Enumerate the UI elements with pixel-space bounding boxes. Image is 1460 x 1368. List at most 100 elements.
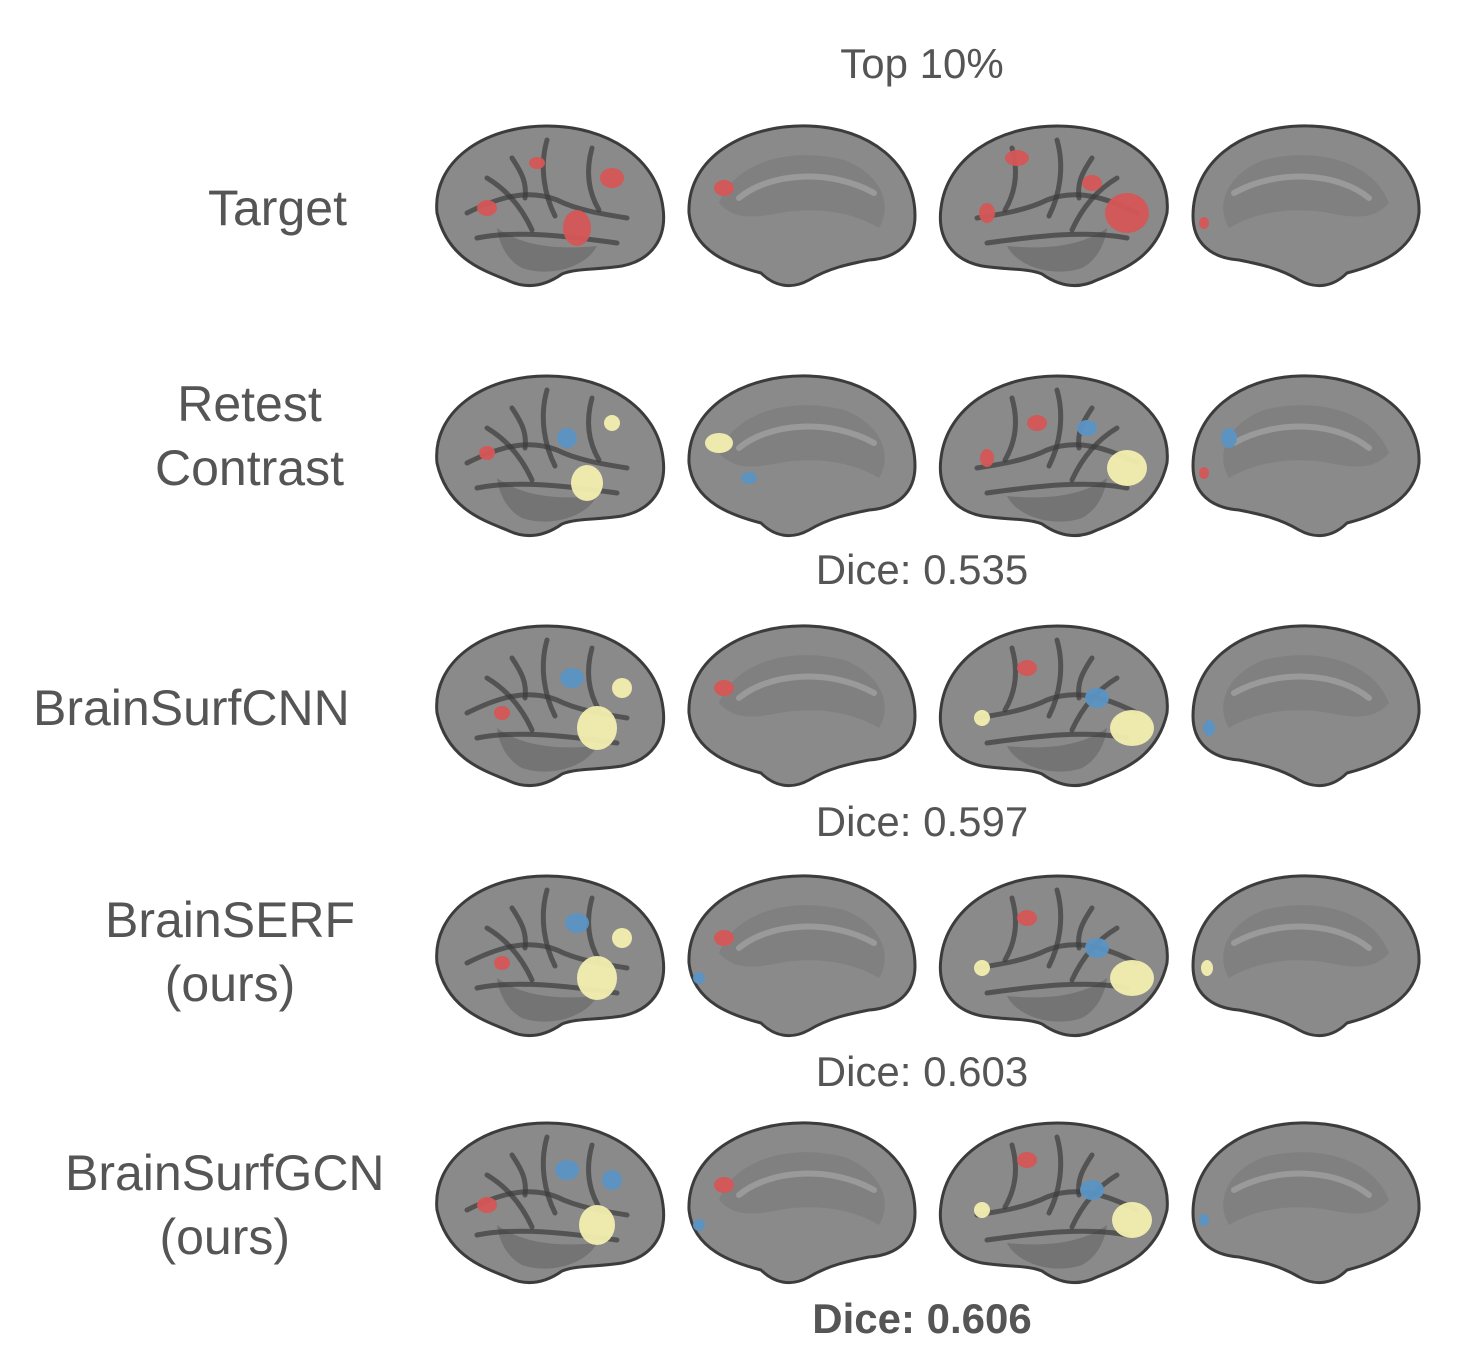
corpus-callosum-region	[719, 655, 885, 728]
sulcus	[974, 442, 1140, 471]
sulcus	[1046, 887, 1064, 969]
sulcus	[1076, 905, 1095, 951]
sulcus	[1046, 1134, 1064, 1216]
target-activation	[1017, 660, 1037, 676]
corpus-callosum-region	[719, 405, 885, 478]
left-lateral-view	[435, 1121, 666, 1285]
temporal-lobe	[497, 978, 597, 1022]
target-activation	[494, 706, 510, 720]
brain-panels	[425, 868, 1425, 1043]
right-lateral-view	[938, 124, 1169, 288]
target-activation	[1027, 415, 1047, 431]
brain-panels	[425, 368, 1425, 543]
row-label-line1: Target	[208, 180, 347, 236]
sulcus	[1076, 155, 1095, 201]
dice-score: Dice: 0.535	[815, 546, 1029, 593]
target-activation	[714, 680, 734, 696]
prediction-activation	[555, 1160, 579, 1180]
brain-panels	[425, 618, 1425, 793]
row-brainsurfcnn: BrainSurfCNN Dice: 0.597	[0, 618, 1460, 848]
prediction-activation	[1221, 428, 1237, 448]
target-activation	[1017, 910, 1037, 926]
sulcus	[585, 645, 602, 713]
target-activation	[1005, 150, 1029, 166]
overlap-activation	[1201, 960, 1213, 976]
temporal-lobe	[1007, 728, 1107, 772]
sulcus	[484, 175, 535, 233]
row-retest-contrast: Retest Contrast Dice: 0.535	[0, 368, 1460, 598]
sulcus	[974, 1189, 1140, 1218]
brain-panels	[425, 1115, 1425, 1290]
target-activation	[563, 210, 591, 246]
sulcus	[1076, 655, 1095, 701]
sulcus	[540, 1134, 558, 1216]
sulcus	[974, 692, 1140, 721]
target-activation	[600, 168, 624, 188]
temporal-lobe	[497, 728, 597, 772]
sulcus	[984, 231, 1130, 246]
row-label-line1: Retest	[177, 376, 322, 432]
sulcus	[1069, 425, 1120, 483]
prediction-activation	[1085, 688, 1109, 708]
corpus-callosum-region	[1223, 905, 1389, 978]
right-lateral-view	[938, 1121, 1169, 1285]
overlap-activation	[705, 433, 733, 453]
sulcus	[585, 145, 602, 213]
sulcus	[1002, 895, 1019, 963]
sulcus	[484, 675, 535, 733]
corpus-callosum-region	[719, 1152, 885, 1225]
column-title-text: Top 10%	[840, 40, 1004, 87]
row-label-line1: BrainSERF	[105, 892, 356, 948]
left-medial-view	[687, 624, 917, 788]
target-activation	[479, 446, 495, 460]
left-medial-view	[687, 1121, 917, 1285]
sulcus	[509, 905, 528, 951]
corpus-callosum-region	[1223, 405, 1389, 478]
right-medial-view	[1191, 374, 1421, 538]
prediction-activation	[1199, 1214, 1209, 1226]
sulcus	[484, 425, 535, 483]
prediction-activation	[602, 1170, 622, 1190]
right-medial-view	[1191, 124, 1421, 288]
left-medial-view	[687, 374, 917, 538]
left-medial-view	[687, 124, 917, 288]
cingulate-gyrus	[736, 923, 877, 951]
left-lateral-view	[435, 374, 666, 538]
sulcus	[1046, 387, 1064, 469]
temporal-lobe	[497, 1225, 597, 1269]
corpus-callosum-region	[719, 905, 885, 978]
corpus-callosum-region	[1223, 1152, 1389, 1225]
sulcus	[1002, 395, 1019, 463]
cingulate-gyrus	[1231, 173, 1372, 201]
sulcus	[984, 1228, 1130, 1243]
prediction-activation	[1077, 420, 1097, 436]
prediction-activation	[1203, 720, 1215, 736]
overlap-activation	[1110, 960, 1154, 996]
cingulate-gyrus	[736, 673, 877, 701]
sulcus	[509, 1152, 528, 1198]
sulcus	[1046, 137, 1064, 219]
overlap-activation	[974, 1202, 990, 1218]
sulcus	[1046, 637, 1064, 719]
overlap-activation	[571, 465, 603, 501]
left-lateral-view	[435, 874, 666, 1038]
cingulate-gyrus	[1231, 423, 1372, 451]
sulcus	[540, 137, 558, 219]
row-brainserf: BrainSERF (ours) Dice: 0.603	[0, 868, 1460, 1098]
row-label: Retest Contrast	[155, 372, 344, 500]
temporal-lobe	[1007, 978, 1107, 1022]
sulcus	[484, 1172, 535, 1230]
cingulate-gyrus	[736, 1170, 877, 1198]
overlap-activation	[604, 415, 620, 431]
row-target: Target	[0, 118, 1460, 298]
row-label-line2: (ours)	[159, 1209, 291, 1265]
overlap-activation	[577, 956, 617, 1000]
cingulate-gyrus	[736, 173, 877, 201]
prediction-activation	[1085, 938, 1109, 958]
sulcus	[974, 942, 1140, 971]
target-activation	[1105, 193, 1149, 233]
overlap-activation	[1110, 710, 1154, 746]
target-activation	[714, 930, 734, 946]
temporal-lobe	[497, 478, 597, 522]
overlap-activation	[612, 678, 632, 698]
